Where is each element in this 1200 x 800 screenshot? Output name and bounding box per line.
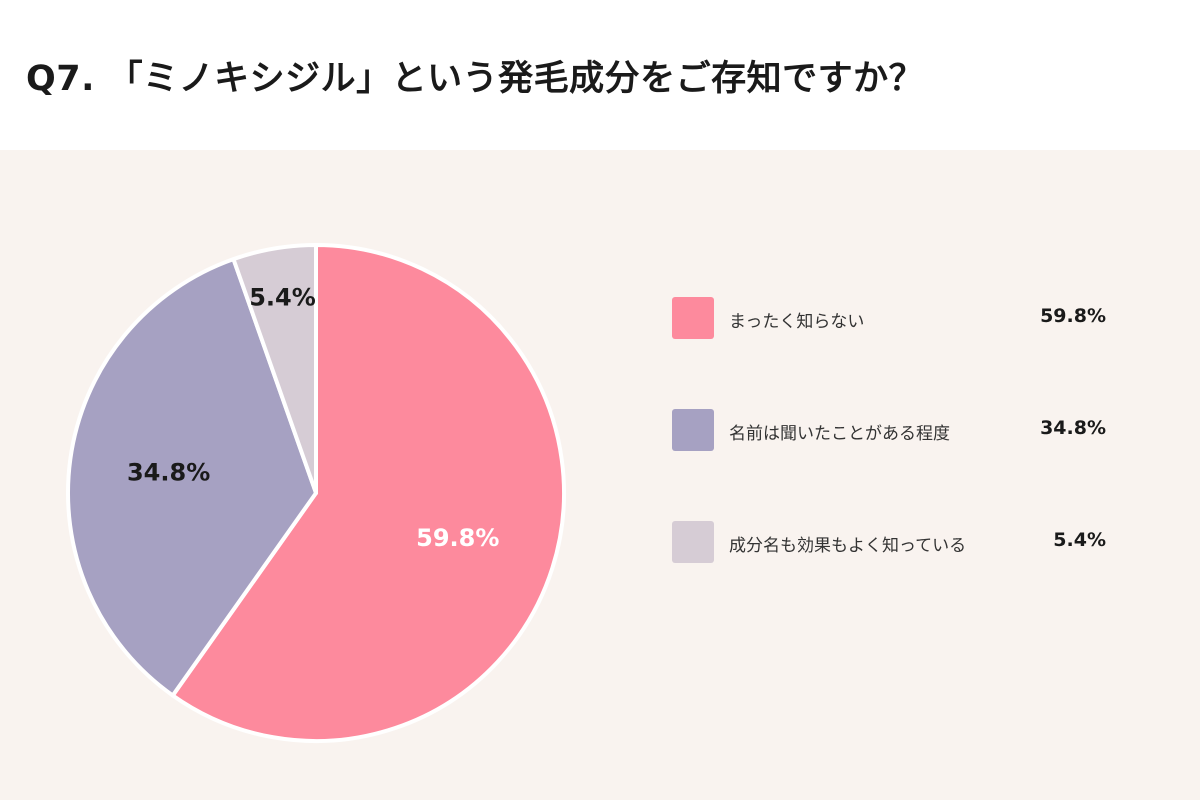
legend-value: 34.8% [1040,417,1106,439]
pie-chart: 59.8% 34.8% 5.4% [66,243,566,743]
legend: まったく知らない 59.8% 名前は聞いたことがある程度 34.8% 成分名も効… [672,297,1112,633]
pie-slice [66,257,318,698]
legend-item: 成分名も効果もよく知っている 5.4% [672,521,1112,563]
slice-label: 5.4% [249,283,316,311]
legend-swatch [672,409,714,451]
legend-label: 成分名も効果もよく知っている [729,536,967,556]
chart-panel: 59.8% 34.8% 5.4% まったく知らない 59.8% 名前は聞いたことがあ… [0,150,1200,800]
legend-item: まったく知らない 59.8% [672,297,1112,339]
legend-label: まったく知らない [729,312,865,332]
legend-item: 名前は聞いたことがある程度 34.8% [672,409,1112,451]
pie-slice [170,243,566,743]
pie-slice [231,243,318,495]
slice-label: 59.8% [416,524,499,552]
slice-label: 34.8% [127,458,210,486]
legend-value: 5.4% [1053,529,1106,551]
legend-swatch [672,521,714,563]
legend-swatch [672,297,714,339]
legend-label: 名前は聞いたことがある程度 [729,424,950,444]
legend-value: 59.8% [1040,305,1106,327]
chart-title: Q7. 「ミノキシジル」という発毛成分をご存知ですか？ [26,59,925,99]
